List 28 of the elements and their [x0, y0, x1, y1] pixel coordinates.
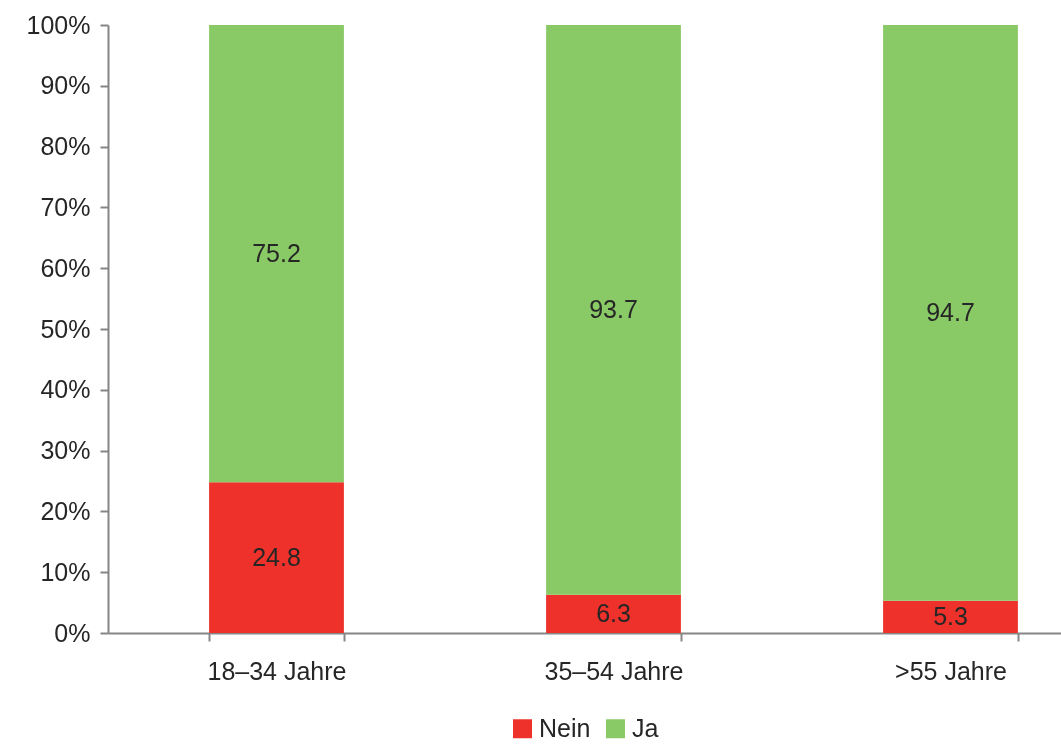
x-tick-label: >55 Jahre — [895, 656, 1007, 685]
data-label: 5.3 — [933, 601, 968, 630]
bar — [883, 25, 1018, 601]
y-tick-label: 40% — [40, 375, 91, 404]
bar — [209, 482, 344, 633]
y-tick-label: 50% — [40, 314, 91, 343]
data-label: 6.3 — [596, 598, 631, 627]
y-tick-label: 80% — [40, 132, 91, 161]
y-tick-label: 20% — [40, 496, 91, 525]
data-label: 93.7 — [589, 294, 638, 323]
data-label: 94.7 — [926, 297, 975, 326]
bar — [209, 25, 344, 483]
bar — [546, 594, 681, 633]
y-tick-label: 90% — [40, 71, 91, 100]
x-tick-label: 35–54 Jahre — [544, 656, 684, 685]
y-tick-label: 70% — [40, 192, 91, 221]
y-tick-label: 100% — [26, 10, 91, 39]
y-tick-label: 60% — [40, 253, 91, 282]
legend-label: Nein — [539, 713, 591, 742]
y-tick-label: 10% — [40, 557, 91, 586]
data-label: 75.2 — [252, 238, 301, 267]
y-tick-label: 0% — [54, 618, 91, 647]
bar — [546, 25, 681, 595]
bar — [883, 600, 1018, 633]
data-label: 24.8 — [252, 542, 301, 571]
x-tick-label: 18–34 Jahre — [207, 656, 347, 685]
y-tick-label: 30% — [40, 436, 91, 465]
legend-label: Ja — [632, 713, 659, 742]
